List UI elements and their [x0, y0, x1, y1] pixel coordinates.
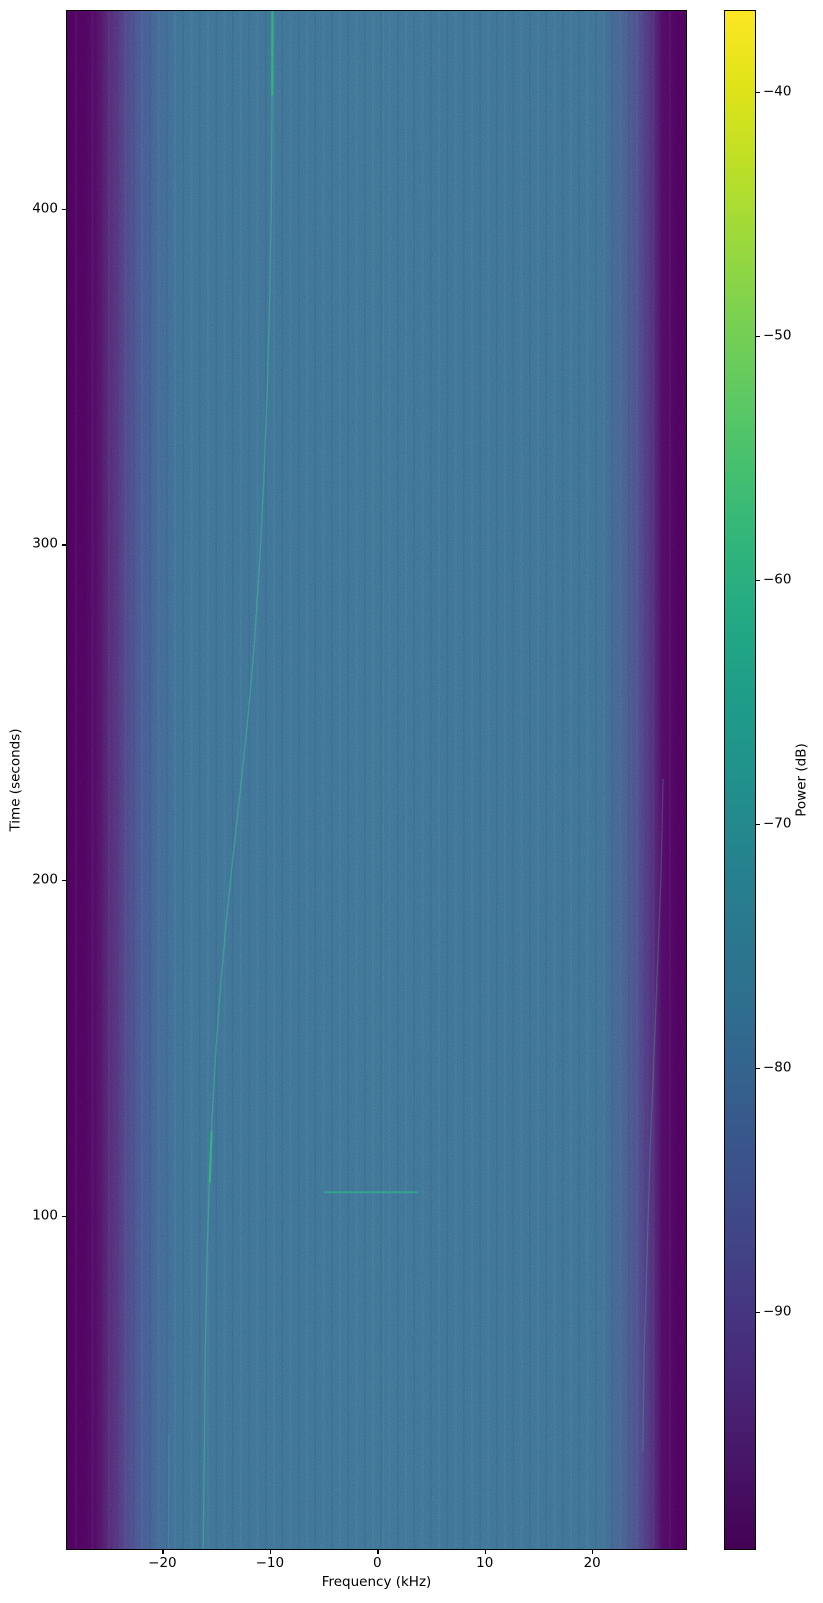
- colorbar-tick-mark: [755, 1068, 760, 1070]
- y-tick-mark: [62, 880, 67, 882]
- x-tick-label: 10: [476, 1555, 494, 1571]
- colorbar-tick-label: −40: [763, 82, 792, 99]
- colorbar-tick-label: −60: [763, 571, 792, 588]
- y-tick-label: 200: [32, 871, 58, 888]
- y-tick-mark: [62, 1215, 67, 1218]
- y-axis-label: Time (seconds): [7, 728, 24, 832]
- vertical-banding-texture: [67, 11, 686, 1549]
- feature-traces: [167, 11, 664, 1549]
- x-tick-mark: [377, 1549, 379, 1554]
- feature-left-edge-faint-line: [167, 1433, 170, 1549]
- x-tick-mark: [484, 1549, 487, 1554]
- colorbar-tick-mark: [755, 1312, 760, 1314]
- x-axis-label: Frequency (kHz): [321, 1574, 432, 1590]
- colorbar-tick-label: −50: [763, 326, 792, 343]
- x-tick-label: −10: [255, 1555, 285, 1571]
- feature-drifting-carrier-trace: [202, 11, 274, 1549]
- axes: −20 −10 0 10 20 100 200 300 400: [32, 10, 687, 1570]
- x-tick-mark: [592, 1549, 594, 1554]
- colorbar-tick-mark: [755, 91, 760, 93]
- colorbar-tick-mark: [755, 335, 760, 337]
- colorbar-tick-label: −70: [763, 815, 792, 832]
- x-tick-mark: [269, 1549, 272, 1554]
- colorbar-label: Power (dB): [793, 743, 810, 817]
- y-tick-mark: [62, 544, 67, 546]
- x-tick-label: −20: [148, 1555, 177, 1571]
- y-tick-label: 100: [32, 1207, 58, 1224]
- colorbar-tick-label: −80: [763, 1059, 792, 1076]
- colorbar-tick-mark: [755, 579, 760, 582]
- x-tick-mark: [162, 1549, 164, 1554]
- y-tick-label: 400: [32, 199, 58, 216]
- colorbar-tick-label: −90: [763, 1303, 792, 1320]
- x-tick-label: 20: [583, 1555, 601, 1571]
- feature-carrier-bright-segment-low: [208, 1130, 213, 1184]
- colorbar-tick-mark: [755, 823, 760, 826]
- x-tick-label: 0: [373, 1555, 382, 1571]
- dark-speckle-texture: [67, 11, 686, 1549]
- feature-right-edge-drift: [642, 778, 664, 1452]
- y-tick-mark: [62, 208, 67, 210]
- colorbar: −40 −50 −60 −70 −80 −90: [724, 10, 792, 1550]
- heatmap-area: [67, 11, 686, 1549]
- y-tick-label: 300: [32, 535, 58, 552]
